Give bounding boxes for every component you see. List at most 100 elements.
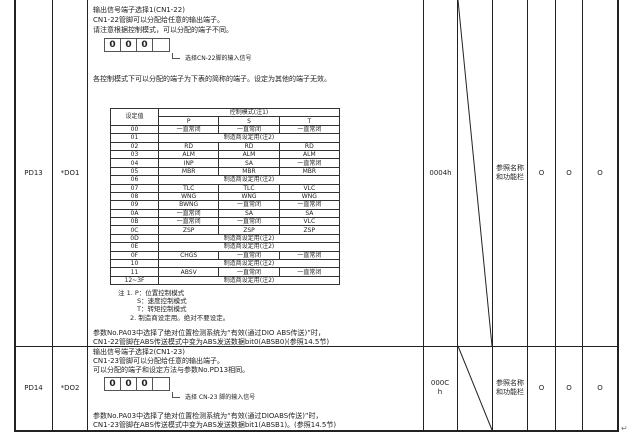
table-row: 04 INP SA 一直常闭: [110, 158, 341, 168]
desc-intro: 各控制模式下可以分配的端子为下表的简称的端子。设定为其他的端子无效。: [93, 75, 331, 83]
setting-value: 03: [110, 149, 159, 160]
note: T：转矩控制模式: [137, 305, 187, 313]
mode-value: 一直常闭: [157, 208, 220, 219]
mode-value: TLC: [218, 183, 280, 193]
digit: 0: [121, 378, 137, 390]
col-divider: [555, 0, 556, 431]
mode-s-mark: O: [566, 168, 572, 177]
header-t: T: [278, 116, 341, 126]
mode-value: INP: [157, 158, 220, 168]
setting-value: 02: [110, 141, 159, 151]
mode-value: MBR: [218, 166, 280, 177]
abs-note: 参数No.PA03中选择了绝对位置检测系统为“有效(通过DIO ABS传送)”时…: [93, 329, 325, 337]
setting-value: 0E: [110, 242, 159, 252]
setting-value: 0D: [110, 233, 159, 244]
table-row: 06 制造商设定用(注2): [110, 175, 340, 185]
setting-value: 08: [110, 191, 159, 202]
note: 2. 制造商设定用。绝对不要设定。: [130, 314, 230, 322]
setting-value: 0B: [110, 217, 159, 227]
table-row: 0E 制造商设定用(注2): [110, 242, 340, 252]
mode-value: ALM: [218, 149, 280, 160]
mode-value: VLC: [278, 183, 341, 193]
col-divider: [527, 0, 528, 431]
desc-title: 输出信号端子选择2(CN1-23): [93, 348, 185, 356]
mode-value: 一直常闭: [278, 158, 341, 168]
table-border-left: [14, 0, 16, 431]
mode-value: RD: [218, 141, 280, 151]
table-border-right: [617, 0, 619, 431]
mode-value: 制造商设定用(注2): [158, 233, 340, 244]
abs-note: CN1-22管脚在ABS传送模式中变为ABS发送数据bit0(ABSB0)(参照…: [93, 338, 330, 346]
col-divider: [457, 0, 458, 431]
table-row: 00 一直常闭 一直常闭 一直常闭: [110, 124, 341, 135]
mode-value: 一直常闭: [278, 267, 341, 277]
digit: 0: [121, 39, 137, 51]
setting-value: 09: [110, 200, 159, 210]
table-row: 0A 一直常闭 SA SA: [110, 208, 341, 219]
unit-ref: 参照名称和功能栏: [496, 379, 524, 396]
header-setting: 设定值: [110, 108, 159, 126]
row-divider: [14, 346, 619, 347]
setting-value: 04: [110, 158, 159, 168]
digit: [153, 39, 169, 51]
desc-line: CN1-22管脚可以分配给任意的输出端子。: [93, 16, 225, 24]
table-row: 08 WNG WNG WNG: [110, 191, 341, 202]
abs-note: 参数No.PA03中选择了绝对位置检测系统为“有效(通过DIOABS传送)”时，: [93, 412, 323, 420]
mode-value: SA: [218, 158, 280, 168]
setting-value: 07: [110, 183, 159, 193]
digit: 0: [105, 39, 121, 51]
note: 注 1. P：位置控制模式: [118, 289, 185, 297]
table-row: 0C ZSP ZSP ZSP: [110, 225, 341, 235]
desc-line: 请注意根据控制模式，可以分配的端子不同。: [93, 26, 233, 34]
setting-value: 10: [110, 259, 159, 269]
desc-title: 输出信号端子选择1(CN1-22): [93, 6, 185, 14]
col-divider: [582, 0, 583, 431]
col-divider: [423, 0, 424, 431]
mode-value: WNG: [218, 191, 280, 202]
setting-value: 00: [110, 124, 159, 135]
mode-value: ZSP: [218, 225, 280, 235]
digit: 0: [137, 378, 153, 390]
digit: 0: [105, 378, 121, 390]
return-mark: ↵: [621, 424, 628, 433]
mode-value: 制造商设定用(注2): [158, 259, 340, 269]
col-divider: [492, 0, 493, 431]
setting-value: 0F: [110, 250, 159, 261]
table-border-bottom: [14, 430, 619, 432]
param-no: PD14: [24, 383, 43, 392]
table-row: 01 制造商设定用(注2): [110, 133, 340, 143]
mode-t-mark: O: [597, 383, 603, 392]
mode-value: RD: [278, 141, 341, 151]
header-p: P: [157, 116, 220, 126]
desc-line: 可以分配的端子和设定方法与参数No.PD13相同。: [93, 366, 250, 374]
table-row: 05 MBR MBR MBR: [110, 166, 341, 177]
setting-value: 11: [110, 267, 159, 277]
param-symbol: *DO2: [60, 383, 80, 392]
mode-value: 制造商设定用(注2): [158, 175, 340, 185]
mode-value: 一直常闭: [157, 124, 220, 135]
mode-value: SA: [218, 208, 280, 219]
setting-value: 05: [110, 166, 159, 177]
mode-value: 一直常闭: [218, 217, 280, 227]
mode-value: 一直常闭: [218, 124, 280, 135]
mode-value: ABSV: [157, 267, 220, 277]
table-row: 0D 制造商设定用(注2): [110, 233, 340, 244]
col-divider: [87, 0, 88, 431]
mode-value: MBR: [278, 166, 341, 177]
setting-value: 0C: [110, 225, 159, 235]
param-symbol: *DO1: [60, 168, 80, 177]
mode-value: 一直常闭: [218, 200, 280, 210]
abs-note: CN1-23管脚在ABS传送模式中变为ABS发送数据bit1(ABSB1)。(参…: [93, 421, 337, 429]
table-row: 03 ALM ALM ALM: [110, 149, 341, 160]
mode-value: MBR: [157, 166, 220, 177]
mode-value: TLC: [157, 183, 220, 193]
mode-value: 制造商设定用(注2): [158, 133, 340, 143]
mode-value: SA: [278, 208, 341, 219]
setting-value: 0A: [110, 208, 159, 219]
table-row: 11 ABSV 一直常闭 一直常闭: [110, 267, 341, 277]
mode-p-mark: O: [538, 383, 545, 392]
param-no: PD13: [24, 168, 43, 177]
table-row: 0B 一直常闭 一直常闭 VLC: [110, 217, 341, 227]
table-row: 10 制造商设定用(注2): [110, 259, 340, 269]
